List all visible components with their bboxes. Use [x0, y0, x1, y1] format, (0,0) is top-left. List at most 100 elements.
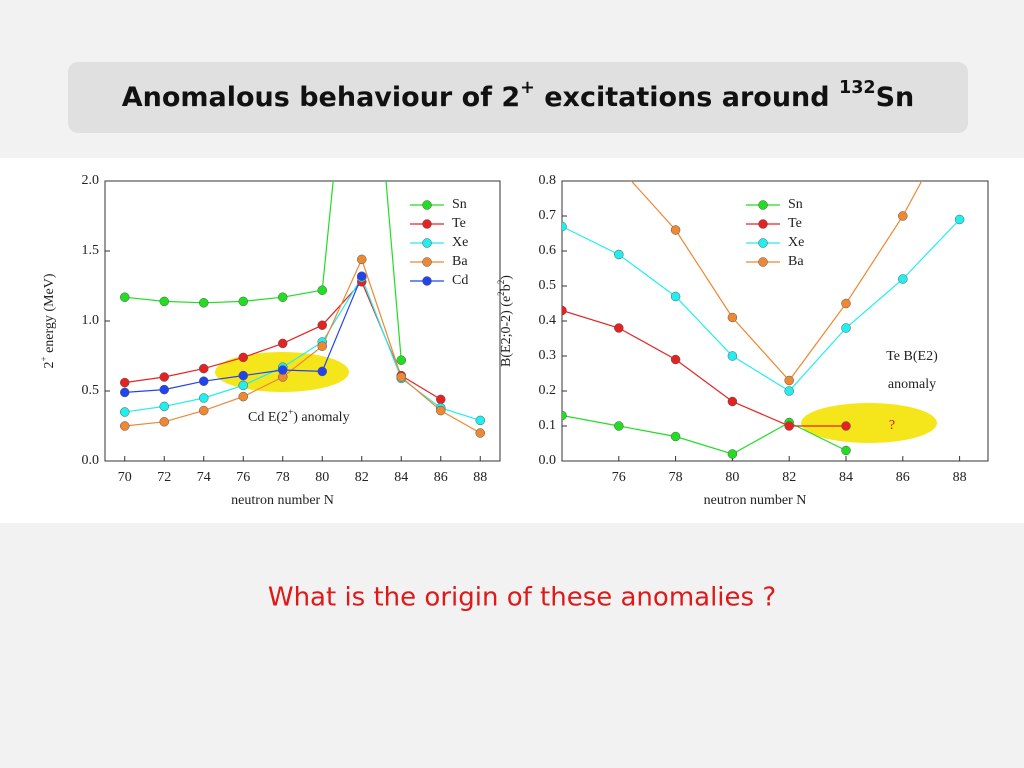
y-axis-label-part: 2 — [42, 362, 57, 369]
x-tick-label: 86 — [896, 470, 910, 485]
annotation: Cd E(2+) anomaly — [248, 407, 350, 425]
x-tick-label: 82 — [355, 470, 369, 485]
data-point — [670, 431, 681, 442]
y-axis-label-part: 2 — [496, 279, 506, 284]
x-axis-label: neutron number N — [704, 493, 807, 508]
data-point — [199, 298, 209, 308]
data-point — [841, 298, 851, 309]
annotation: Te B(E2) — [886, 349, 938, 364]
data-point — [670, 291, 681, 302]
data-point — [396, 372, 406, 382]
y-tick-label: 1.0 — [82, 313, 100, 328]
data-point — [898, 211, 908, 221]
data-point — [278, 292, 288, 302]
y-tick-label: 0.0 — [539, 453, 557, 468]
data-point — [238, 380, 248, 391]
x-tick-label: 84 — [394, 470, 408, 485]
data-point — [159, 417, 169, 427]
x-axis-label: neutron number N — [231, 493, 334, 508]
annotation-part: Te B(E2) — [886, 349, 938, 364]
data-point — [120, 387, 130, 398]
data-point — [562, 410, 567, 421]
y-axis-label-part: b — [499, 284, 514, 291]
data-point — [727, 312, 738, 323]
slide-title-part: + — [520, 78, 535, 98]
legend-marker — [422, 238, 432, 248]
legend-marker — [758, 200, 768, 210]
data-point — [614, 249, 624, 260]
y-tick-label: 2.0 — [82, 173, 100, 188]
annotation-part: Cd E(2 — [248, 410, 288, 425]
data-point — [199, 376, 209, 386]
x-tick-label: 84 — [839, 470, 853, 485]
data-point — [670, 354, 681, 365]
legend-label: Te — [452, 216, 466, 231]
y-tick-label: 0.8 — [539, 173, 557, 188]
data-point — [238, 370, 248, 381]
data-point — [841, 421, 851, 431]
plot-area — [562, 181, 965, 459]
x-tick-label: 76 — [612, 470, 626, 485]
highlight — [801, 403, 937, 443]
y-axis-label-part: energy (MeV) — [42, 273, 57, 356]
question: What is the origin of these anomalies ? — [268, 583, 776, 613]
legend-marker — [758, 257, 768, 267]
data-point — [317, 341, 327, 351]
annotation: anomaly — [888, 377, 936, 392]
data-point — [120, 421, 130, 431]
annotation-part: anomaly — [888, 377, 936, 392]
y-axis-label: 2+ energy (MeV) — [39, 273, 57, 368]
data-point — [238, 296, 248, 307]
y-axis-label: B(E2;0-2) (e2b2) — [496, 275, 514, 367]
annotation-part: ? — [889, 418, 895, 433]
x-tick-label: 72 — [157, 470, 171, 485]
y-tick-label: 0.7 — [539, 208, 557, 223]
annotation: ? — [889, 418, 895, 433]
y-axis-label-part: B(E2;0-2) (e — [499, 296, 514, 367]
x-tick-label: 82 — [782, 470, 796, 485]
legend-label: Te — [788, 216, 802, 231]
x-tick-label: 80 — [725, 470, 739, 485]
data-point — [238, 391, 248, 402]
series-line — [562, 219, 961, 392]
data-point — [841, 323, 851, 333]
legend-marker — [422, 200, 432, 210]
data-point — [436, 394, 446, 405]
data-point — [357, 254, 367, 265]
y-tick-label: 0.3 — [539, 348, 557, 363]
slide-title-part: 132 — [839, 78, 876, 98]
series-line — [124, 181, 402, 361]
x-tick-label: 78 — [276, 470, 290, 485]
data-point — [784, 386, 794, 396]
legend-label: Xe — [788, 235, 804, 250]
data-point — [159, 372, 169, 382]
x-tick-label: 88 — [473, 470, 487, 485]
legend-label: Cd — [452, 273, 468, 288]
title-box — [68, 62, 968, 133]
series-line — [562, 414, 847, 455]
slide-title-part: excitations around — [535, 82, 839, 113]
legend-marker — [422, 257, 432, 267]
data-point — [238, 352, 248, 363]
data-point — [436, 405, 446, 416]
data-point — [317, 366, 327, 377]
data-point — [727, 351, 738, 361]
data-point — [614, 421, 624, 431]
y-tick-label: 0.2 — [539, 383, 557, 398]
data-point — [841, 445, 851, 456]
legend-label: Sn — [452, 197, 467, 212]
legend-label: Ba — [452, 254, 468, 269]
data-point — [317, 285, 327, 295]
legend-label: Ba — [788, 254, 804, 269]
slide-title-part: Anomalous behaviour of 2 — [122, 82, 520, 113]
data-point — [317, 320, 327, 330]
slide-title-part: Sn — [876, 82, 915, 113]
data-point — [199, 405, 209, 416]
legend-marker — [758, 219, 768, 229]
x-tick-label: 74 — [197, 470, 211, 485]
data-point — [199, 363, 209, 374]
data-point — [670, 225, 681, 235]
data-point — [159, 401, 169, 412]
legend-marker — [758, 238, 768, 248]
